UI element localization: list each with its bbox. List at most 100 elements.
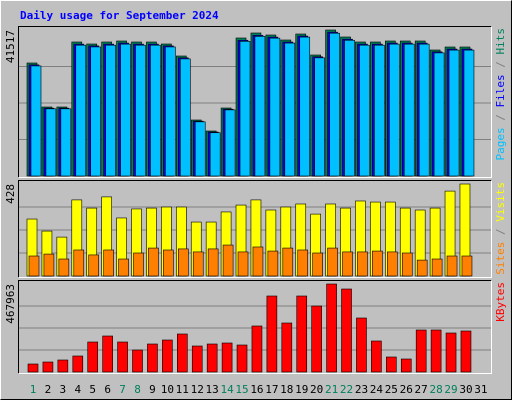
bar — [148, 247, 159, 277]
bar — [314, 57, 325, 177]
panel-bevel-light — [18, 180, 492, 278]
bar — [177, 333, 188, 373]
legend-label: Files — [494, 74, 507, 107]
x-tick-label: 13 — [206, 383, 219, 396]
x-tick-label: 12 — [191, 383, 204, 396]
bar — [180, 58, 191, 177]
bar — [342, 251, 353, 277]
bar — [191, 345, 203, 373]
x-tick-label: 18 — [280, 383, 293, 396]
bar — [463, 49, 475, 177]
x-tick-label: 10 — [161, 383, 174, 396]
legend-separator: / — [494, 55, 507, 75]
bar — [162, 339, 173, 373]
legend: Sites / Visits — [494, 182, 507, 275]
panel-bevel-light — [18, 26, 492, 178]
x-tick-label: 19 — [295, 383, 308, 396]
bar — [72, 355, 84, 373]
chart-title: Daily usage for September 2024 — [20, 9, 219, 22]
bar — [297, 249, 309, 277]
bar — [103, 249, 114, 277]
x-tick-label: 8 — [134, 383, 141, 396]
x-tick-label: 21 — [325, 383, 338, 396]
bar — [222, 244, 234, 277]
bar — [120, 43, 131, 177]
bar — [43, 253, 55, 277]
bar — [118, 258, 129, 277]
bar — [281, 322, 293, 373]
legend-label: Hits — [494, 28, 507, 55]
bar — [73, 249, 85, 277]
x-tick-label: 29 — [444, 383, 457, 396]
x-tick-label: 2 — [45, 383, 52, 396]
bar — [236, 344, 248, 373]
bar — [448, 49, 460, 177]
bar — [252, 246, 264, 277]
x-tick-label: 28 — [429, 383, 442, 396]
bar — [430, 329, 442, 373]
bar — [433, 52, 445, 177]
legend-label: Visits — [494, 182, 507, 222]
bar — [224, 109, 236, 177]
x-tick-label: 31 — [474, 383, 487, 396]
bar — [403, 43, 415, 177]
bar — [296, 295, 308, 373]
bar — [42, 361, 54, 373]
x-tick-label: 25 — [385, 383, 398, 396]
x-tick-label: 30 — [459, 383, 472, 396]
bar — [75, 44, 87, 177]
x-tick-label: 17 — [265, 383, 278, 396]
x-tick-label: 7 — [119, 383, 126, 396]
bar — [344, 39, 355, 177]
bar — [357, 251, 368, 277]
bar — [194, 121, 206, 177]
x-tick-label: 5 — [89, 383, 96, 396]
bar — [282, 247, 294, 277]
x-tick-label: 24 — [370, 383, 384, 396]
bar — [446, 255, 458, 277]
x-tick-label: 16 — [250, 383, 263, 396]
bar — [178, 248, 189, 277]
x-tick-label: 6 — [104, 383, 111, 396]
y-tick-label: 41517 — [4, 30, 17, 63]
bar — [418, 43, 430, 177]
x-tick-label: 1 — [30, 383, 37, 396]
x-tick-label: 23 — [355, 383, 368, 396]
bar — [284, 42, 296, 177]
bar — [461, 255, 473, 277]
bar — [445, 332, 457, 373]
bar — [58, 258, 70, 277]
bar — [105, 44, 116, 177]
bar — [374, 44, 385, 177]
legend-separator: / — [494, 108, 507, 128]
legend-label: KBytes — [494, 282, 507, 322]
panel-bevel-dark — [18, 26, 492, 178]
panel-bevel-light — [18, 280, 492, 374]
bar — [30, 65, 42, 177]
bar — [299, 36, 311, 177]
bar — [237, 251, 249, 277]
legend-label: Sites — [494, 242, 507, 275]
bar — [88, 254, 100, 277]
bar — [327, 247, 338, 277]
bar — [400, 358, 412, 373]
bar — [387, 251, 398, 277]
bar — [163, 249, 174, 277]
bar — [135, 44, 146, 177]
bar — [266, 295, 278, 373]
x-tick-label: 27 — [415, 383, 428, 396]
bar — [431, 258, 443, 277]
bar — [416, 259, 428, 277]
y-tick-label: 467963 — [4, 284, 17, 324]
bar — [150, 44, 161, 177]
bar — [57, 359, 69, 373]
legend-label: Pages — [494, 127, 507, 160]
bar — [209, 132, 221, 177]
x-tick-label: 20 — [310, 383, 323, 396]
bar — [326, 283, 337, 373]
x-tick-label: 22 — [340, 383, 353, 396]
bar — [87, 341, 99, 373]
legend-separator: / — [494, 222, 507, 242]
